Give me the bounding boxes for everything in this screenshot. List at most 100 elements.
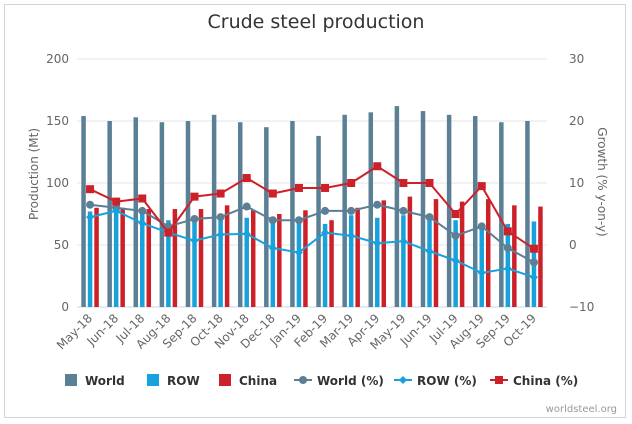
world-point[interactable]: [425, 213, 434, 222]
world-point[interactable]: [503, 244, 512, 253]
world-line[interactable]: [89, 203, 535, 264]
bar-china[interactable]: [172, 209, 178, 307]
china-point[interactable]: [190, 192, 199, 201]
legend-swatch-row[interactable]: [147, 374, 159, 386]
china-point[interactable]: [242, 174, 251, 183]
bar-china[interactable]: [329, 220, 334, 307]
row-point[interactable]: [399, 237, 408, 246]
bar-china[interactable]: [303, 210, 308, 307]
bar-row[interactable]: [113, 211, 119, 307]
bar-row[interactable]: [192, 220, 197, 307]
bar-world[interactable]: [211, 114, 217, 307]
row-point[interactable]: [242, 229, 251, 238]
china-point[interactable]: [138, 194, 147, 203]
bar-china[interactable]: [277, 214, 282, 307]
world-point[interactable]: [216, 213, 225, 222]
bar-china[interactable]: [120, 207, 125, 307]
china-point[interactable]: [477, 182, 486, 191]
world-point[interactable]: [242, 202, 251, 211]
bar-china[interactable]: [381, 200, 387, 307]
row-point[interactable]: [425, 247, 434, 256]
bar-world[interactable]: [81, 116, 86, 307]
bar-row[interactable]: [322, 223, 328, 307]
bar-china[interactable]: [355, 207, 360, 307]
row-point[interactable]: [268, 244, 277, 253]
china-point[interactable]: [112, 197, 121, 206]
china-point[interactable]: [294, 183, 303, 192]
row-point[interactable]: [451, 256, 460, 265]
row-point[interactable]: [138, 219, 147, 228]
bar-china[interactable]: [459, 201, 465, 307]
bar-row[interactable]: [401, 215, 406, 307]
bar-row[interactable]: [348, 215, 354, 307]
bar-china[interactable]: [94, 207, 99, 307]
bar-world[interactable]: [107, 121, 112, 307]
bar-world[interactable]: [368, 112, 374, 307]
bar-row[interactable]: [166, 220, 171, 307]
row-point[interactable]: [216, 230, 225, 239]
bar-china[interactable]: [224, 205, 230, 307]
bar-world[interactable]: [499, 122, 504, 308]
china-point[interactable]: [164, 228, 173, 237]
china-point[interactable]: [373, 162, 382, 171]
row-point[interactable]: [321, 228, 330, 237]
bar-china[interactable]: [250, 210, 256, 307]
world-point[interactable]: [529, 258, 538, 267]
bar-china[interactable]: [485, 199, 491, 307]
world-point[interactable]: [321, 206, 330, 215]
legend-item-row[interactable]: ROW: [167, 374, 200, 388]
legend-item-world[interactable]: World (%): [317, 374, 384, 388]
china-point[interactable]: [399, 179, 408, 187]
china-point[interactable]: [529, 244, 538, 253]
world-point[interactable]: [477, 222, 486, 231]
bar-row[interactable]: [140, 211, 145, 307]
legend-swatch-china[interactable]: [219, 374, 231, 386]
bar-row[interactable]: [375, 217, 380, 307]
legend-marker-row[interactable]: [399, 376, 407, 384]
bar-world[interactable]: [237, 122, 243, 308]
legend-item-china[interactable]: China (%): [513, 374, 578, 388]
china-point[interactable]: [347, 179, 356, 187]
bar-china[interactable]: [512, 205, 517, 307]
bar-world[interactable]: [472, 116, 478, 307]
legend-swatch-world[interactable]: [65, 374, 77, 386]
bar-china[interactable]: [198, 209, 204, 307]
row-point[interactable]: [86, 213, 95, 222]
china-point[interactable]: [86, 185, 95, 194]
row-point[interactable]: [503, 264, 512, 273]
bar-china[interactable]: [146, 209, 152, 307]
china-point[interactable]: [451, 210, 460, 218]
bar-world[interactable]: [420, 111, 426, 307]
world-point[interactable]: [451, 231, 460, 240]
china-point[interactable]: [503, 227, 512, 236]
legend-marker-world[interactable]: [299, 376, 307, 384]
row-point[interactable]: [190, 236, 199, 245]
legend-item-world[interactable]: World: [85, 374, 125, 388]
row-line[interactable]: [89, 209, 535, 279]
legend-item-row[interactable]: ROW (%): [417, 374, 477, 388]
world-point[interactable]: [86, 200, 95, 209]
bar-china[interactable]: [407, 196, 413, 307]
row-point[interactable]: [347, 231, 356, 240]
row-point[interactable]: [373, 239, 382, 248]
bar-row[interactable]: [270, 222, 276, 307]
credit-text[interactable]: worldsteel.org: [546, 404, 617, 415]
world-point[interactable]: [294, 216, 303, 225]
row-point[interactable]: [112, 206, 121, 215]
bar-world[interactable]: [133, 117, 139, 307]
bar-row[interactable]: [244, 217, 249, 307]
china-line[interactable]: [89, 165, 535, 250]
china-point[interactable]: [216, 189, 225, 198]
bar-world[interactable]: [316, 135, 321, 307]
bar-world[interactable]: [159, 122, 165, 308]
bar-row[interactable]: [427, 215, 432, 307]
china-point[interactable]: [268, 189, 277, 198]
world-point[interactable]: [138, 206, 147, 215]
bar-row[interactable]: [218, 215, 223, 307]
world-point[interactable]: [347, 206, 356, 215]
world-point[interactable]: [399, 206, 408, 215]
bar-world[interactable]: [394, 106, 400, 308]
world-point[interactable]: [373, 200, 382, 209]
bar-china[interactable]: [538, 206, 543, 307]
bar-world[interactable]: [185, 121, 191, 307]
